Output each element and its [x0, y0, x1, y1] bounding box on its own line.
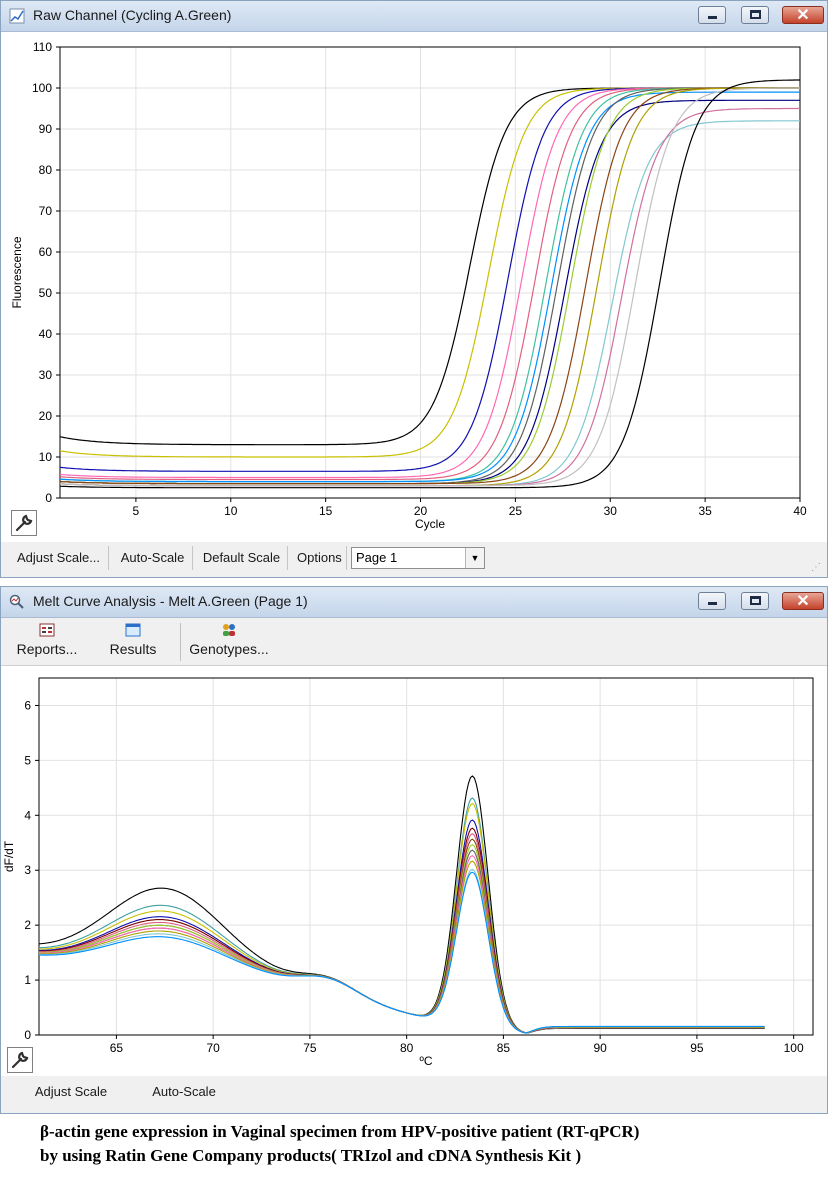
y-tick-label: 4	[24, 808, 31, 822]
plot-area	[59, 46, 801, 499]
magnifier-chart-icon	[9, 594, 24, 609]
genotypes-button[interactable]: Genotypes...	[187, 623, 271, 657]
x-axis-label: ºC	[419, 1054, 432, 1068]
y-tick-label: 110	[33, 40, 52, 54]
options-button[interactable]: Options	[291, 546, 347, 570]
x-tick-label: 35	[698, 504, 712, 518]
minimize-button[interactable]	[698, 592, 726, 610]
y-tick-label: 30	[39, 368, 53, 382]
x-tick-label: 65	[110, 1041, 124, 1055]
plot-frame	[38, 677, 814, 1036]
page-select-value: Page 1	[356, 550, 398, 565]
close-button[interactable]: ✕	[782, 592, 824, 610]
y-tick-label: 40	[39, 327, 53, 341]
page-select[interactable]: Page 1 ▼	[351, 547, 485, 569]
amplification-curve	[60, 87, 800, 485]
y-tick-label: 10	[39, 450, 53, 464]
plot-frame	[59, 46, 801, 499]
x-tick-label: 20	[414, 504, 428, 518]
results-icon	[125, 623, 141, 637]
x-tick-label: 85	[497, 1041, 511, 1055]
x-tick-label: 70	[206, 1041, 220, 1055]
melt-curve-title: Melt Curve Analysis - Melt A.Green (Page…	[33, 593, 308, 609]
x-tick-label: 75	[303, 1041, 317, 1055]
raw-channel-toolbar: Adjust Scale... Auto-Scale Default Scale…	[1, 542, 827, 577]
melt-curve	[38, 871, 765, 1034]
y-tick-label: 6	[24, 698, 31, 712]
y-tick-label: 20	[39, 409, 53, 423]
x-tick-label: 40	[793, 504, 807, 518]
melt-curve-titlebar[interactable]: Melt Curve Analysis - Melt A.Green (Page…	[1, 587, 827, 618]
x-tick-label: 100	[784, 1041, 804, 1055]
maximize-button[interactable]	[741, 6, 769, 24]
reports-icon	[39, 623, 55, 637]
chart-icon	[9, 8, 25, 24]
caption-line-1: β-actin gene expression in Vaginal speci…	[40, 1122, 640, 1141]
toolbar-separator	[180, 623, 181, 661]
y-tick-label: 1	[24, 973, 31, 987]
auto-scale-button[interactable]: Auto-Scale	[113, 546, 193, 570]
chevron-down-icon[interactable]: ▼	[465, 548, 484, 568]
wrench-icon[interactable]	[7, 1047, 33, 1073]
default-scale-button[interactable]: Default Scale	[196, 546, 288, 570]
y-tick-label: 80	[39, 163, 53, 177]
y-tick-label: 90	[39, 122, 53, 136]
x-tick-label: 30	[604, 504, 618, 518]
plot-area	[38, 677, 814, 1036]
y-tick-label: 3	[24, 863, 31, 877]
close-button[interactable]: ✕	[782, 6, 824, 24]
melt-curve-window: Melt Curve Analysis - Melt A.Green (Page…	[0, 586, 828, 1114]
y-tick-label: 70	[39, 204, 53, 218]
y-tick-label: 2	[24, 918, 31, 932]
maximize-button[interactable]	[741, 592, 769, 610]
x-tick-label: 10	[224, 504, 238, 518]
x-axis-label: Cycle	[415, 517, 445, 531]
y-tick-label: 100	[32, 81, 52, 95]
y-axis-label: Fluorescence	[10, 236, 24, 308]
reports-button[interactable]: Reports...	[15, 623, 79, 657]
amplification-curve	[60, 87, 800, 487]
y-axis-label: dF/dT	[2, 840, 16, 872]
adjust-scale-button[interactable]: Adjust Scale	[34, 1084, 108, 1099]
x-tick-label: 80	[400, 1041, 414, 1055]
melt-curve-bottom-toolbar: Adjust Scale Auto-Scale	[1, 1076, 827, 1113]
raw-channel-titlebar[interactable]: Raw Channel (Cycling A.Green) ✕	[1, 1, 827, 32]
x-tick-label: 95	[690, 1041, 704, 1055]
x-tick-label: 90	[593, 1041, 607, 1055]
genotypes-icon	[223, 624, 235, 636]
amplification-curve	[60, 79, 800, 489]
reports-label: Reports...	[16, 641, 78, 657]
raw-channel-chart[interactable]: 5 10 15 20 25 30 35 40 0 10 20 30 40 50 60 70 80 90 100 110…	[1, 32, 827, 542]
figure-caption: β-actin gene expression in Vaginal speci…	[40, 1120, 820, 1168]
genotypes-label: Genotypes...	[189, 641, 269, 657]
minimize-button[interactable]	[698, 6, 726, 24]
y-tick-label: 60	[39, 245, 53, 259]
auto-scale-button[interactable]: Auto-Scale	[152, 1084, 216, 1099]
y-tick-label: 0	[45, 491, 52, 505]
results-label: Results	[109, 641, 157, 657]
caption-line-2: by using Ratin Gene Company products( TR…	[40, 1146, 582, 1165]
results-button[interactable]: Results	[105, 623, 161, 657]
raw-channel-window: Raw Channel (Cycling A.Green) ✕ 5 10 15 20 2…	[0, 0, 828, 578]
adjust-scale-button[interactable]: Adjust Scale...	[9, 546, 109, 570]
y-tick-label: 50	[39, 286, 53, 300]
resize-grip-icon[interactable]: ⋰	[811, 562, 821, 573]
y-tick-label: 0	[24, 1028, 31, 1042]
wrench-icon[interactable]	[11, 510, 37, 536]
x-tick-label: 5	[133, 504, 140, 518]
raw-channel-title: Raw Channel (Cycling A.Green)	[33, 7, 232, 23]
y-tick-label: 5	[24, 753, 31, 767]
x-tick-label: 25	[509, 504, 523, 518]
melt-curve-chart[interactable]: 65 70 75 80 85 90 95 100 0 1 2 3 4 5 6 ºC dF/dT	[1, 666, 827, 1076]
x-tick-label: 15	[319, 504, 333, 518]
